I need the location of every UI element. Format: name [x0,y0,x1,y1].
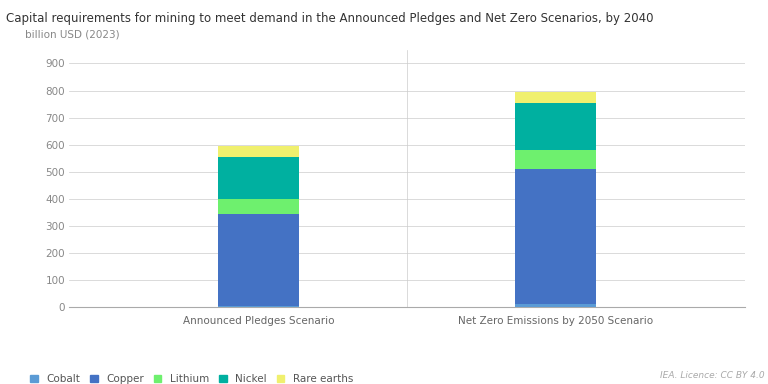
Text: billion USD (2023): billion USD (2023) [25,30,120,40]
Bar [218,306,299,307]
Bar [515,169,596,305]
Bar [515,92,596,103]
Bar [515,150,596,169]
Bar [218,214,299,306]
Bar [515,305,596,307]
Text: Capital requirements for mining to meet demand in the Announced Pledges and Net : Capital requirements for mining to meet … [6,12,654,25]
Bar [218,157,299,199]
Legend: Cobalt, Copper, Lithium, Nickel, Rare earths: Cobalt, Copper, Lithium, Nickel, Rare ea… [31,374,353,384]
Text: IEA. Licence: CC BY 4.0: IEA. Licence: CC BY 4.0 [660,371,764,380]
Bar [218,146,299,157]
Bar [515,103,596,150]
Bar [218,199,299,214]
